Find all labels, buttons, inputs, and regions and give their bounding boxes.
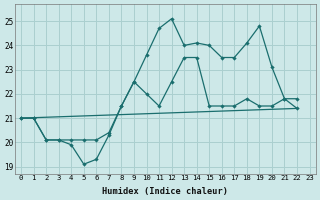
X-axis label: Humidex (Indice chaleur): Humidex (Indice chaleur) bbox=[102, 187, 228, 196]
